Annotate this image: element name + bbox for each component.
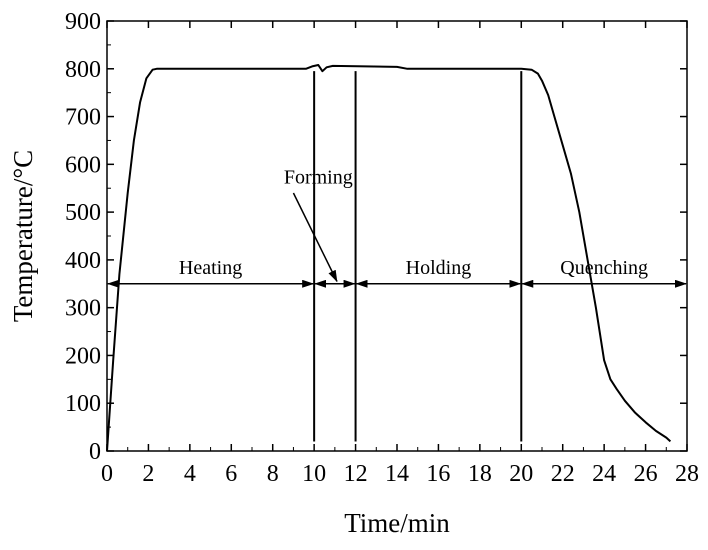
x-tick-label: 6 (225, 461, 237, 487)
axis-ticks (106, 20, 688, 452)
x-tick-label: 2 (142, 461, 154, 487)
y-tick-label: 800 (65, 57, 101, 83)
forming-label: Forming (284, 166, 353, 188)
x-tick-label: 8 (267, 461, 279, 487)
phase-boundaries (313, 71, 523, 442)
x-tick-label: 0 (101, 461, 113, 487)
x-axis-title: Time/min (344, 508, 450, 538)
temperature-curve (106, 64, 672, 452)
x-tick-label: 28 (675, 461, 699, 487)
y-axis-title: Temperature/°C (8, 150, 38, 322)
x-tick-label: 26 (634, 461, 658, 487)
forming-pointer-arrow (292, 192, 338, 283)
y-tick-label: 900 (65, 9, 101, 35)
plot-frame (106, 20, 688, 452)
x-tick-label: 20 (509, 461, 533, 487)
forming-annotation: Forming (284, 166, 356, 288)
series-group (106, 64, 672, 452)
x-tick-label: 10 (302, 461, 326, 487)
y-tick-label: 400 (65, 248, 101, 274)
y-tick-label: 500 (65, 200, 101, 226)
y-tick-label: 700 (65, 105, 101, 131)
x-tick-label: 24 (592, 461, 616, 487)
y-tick-label: 600 (65, 152, 101, 178)
x-tick-label: 18 (468, 461, 492, 487)
tick-labels: 0 2 4 6 8 10 12 14 16 18 20 22 24 26 28010020030040050… (65, 9, 699, 487)
x-tick-label: 22 (551, 461, 575, 487)
y-tick-label: 300 (65, 296, 101, 322)
phase-label: Quenching (560, 257, 648, 279)
x-tick-label: 4 (184, 461, 196, 487)
y-tick-label: 100 (65, 391, 101, 417)
x-tick-label: 12 (344, 461, 368, 487)
x-tick-label: 16 (426, 461, 450, 487)
y-tick-label: 0 (89, 439, 101, 465)
phase-label: Heating (179, 257, 242, 279)
x-tick-label: 14 (385, 461, 409, 487)
phase-annotations: Heating Holding Quenching (107, 257, 687, 288)
y-tick-label: 200 (65, 343, 101, 369)
phase-label: Holding (406, 257, 472, 279)
